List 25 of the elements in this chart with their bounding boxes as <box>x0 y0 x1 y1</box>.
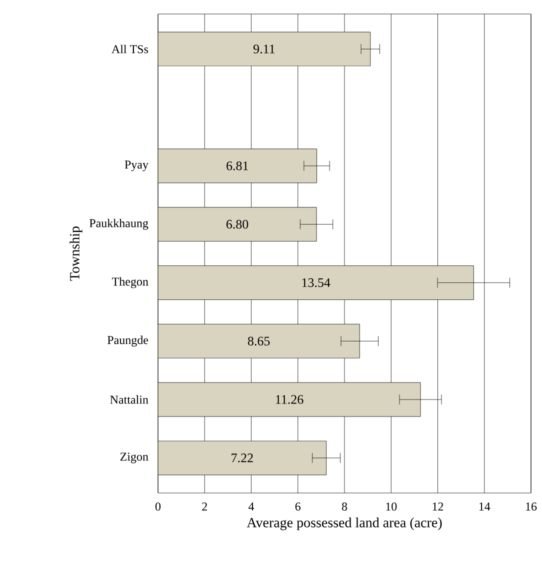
y-tick-label: All TSs <box>112 44 148 54</box>
data-label: 7.22 <box>232 454 253 462</box>
y-tick-label: Pyay <box>124 160 148 172</box>
data-label: 6.80 <box>226 220 248 229</box>
y-tick-label: Thegon <box>112 277 148 288</box>
x-tick-label: 8 <box>342 502 348 511</box>
data-label: 11.26 <box>276 395 304 404</box>
data-label: 8.65 <box>248 336 270 346</box>
x-tick-label: 6 <box>295 502 301 511</box>
x-tick-label: 12 <box>432 502 444 510</box>
x-tick-label: 10 <box>386 502 397 511</box>
x-tick-label: 0 <box>155 502 161 511</box>
x-axis-title: Average possessed land area (acre) <box>246 517 442 530</box>
x-tick-label: 16 <box>526 502 537 511</box>
y-tick-label: Nattalin <box>110 395 148 404</box>
y-tick-label: Zigon <box>120 452 148 464</box>
data-label: 13.54 <box>302 278 330 288</box>
data-label: 6.81 <box>226 161 248 170</box>
x-tick-label: 4 <box>248 502 254 510</box>
x-tick-label: 14 <box>479 502 490 510</box>
y-tick-label: Paukkhaung <box>89 218 148 230</box>
y-tick-label: Paungde <box>107 336 148 347</box>
x-tick-label: 2 <box>202 502 207 510</box>
y-axis-title: Township <box>70 226 82 281</box>
data-label: 9.11 <box>253 44 275 54</box>
